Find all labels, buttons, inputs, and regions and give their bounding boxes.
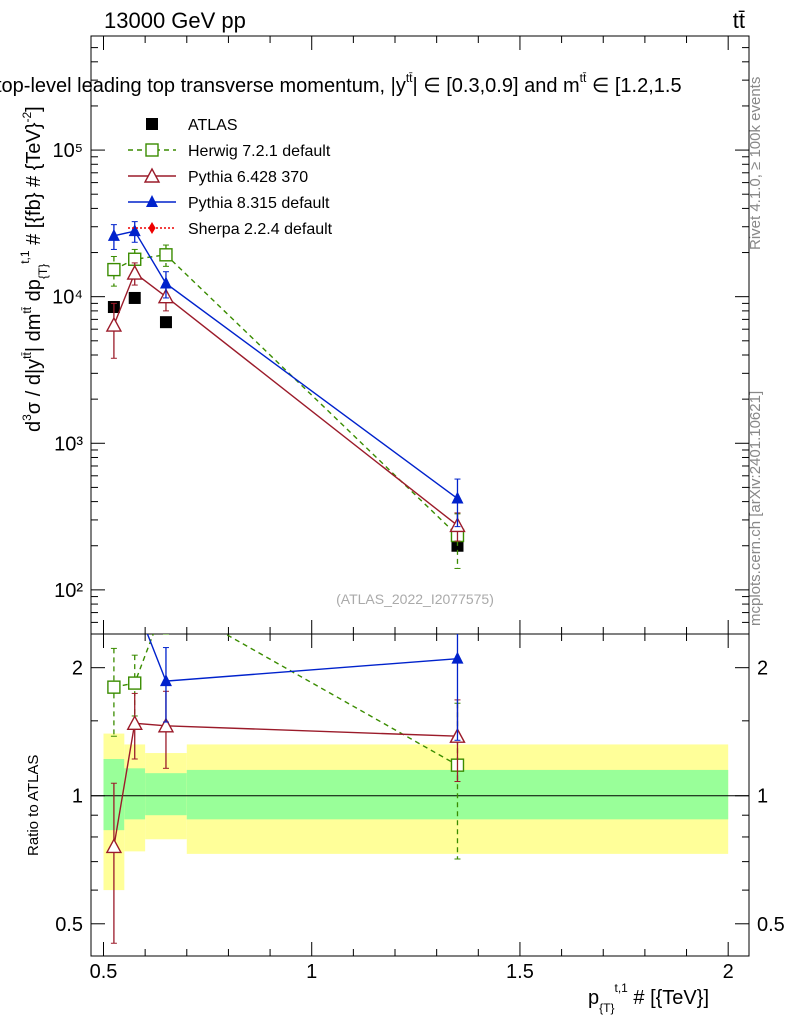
- ratio-band-inner: [145, 773, 187, 816]
- ratio-band-inner: [124, 768, 146, 820]
- herwig-point: [107, 262, 121, 277]
- legend-marker-sherpa: [148, 222, 156, 234]
- energy-label: 13000 GeV pp: [104, 8, 246, 33]
- ratio-uncertainty-bands: [91, 733, 749, 891]
- ratio-y-axis-title: Ratio to ATLAS: [25, 755, 42, 856]
- main-y-tick-label: 10⁵: [52, 140, 83, 162]
- pythia6-point: [126, 714, 143, 731]
- x-tick-label: 1: [306, 961, 317, 983]
- herwig-point: [107, 680, 121, 694]
- herwig-point: [160, 594, 172, 606]
- legend-label-pythia8: Pythia 8.315 default: [188, 195, 330, 212]
- legend-label-pythia6: Pythia 6.428 370: [188, 169, 308, 186]
- svg-text:d3σ / d|ytt̄| dmtt̄ dp{T}t,1 #: d3σ / d|ytt̄| dmtt̄ dp{T}t,1 # [{fb} # {…: [18, 106, 50, 432]
- pythia6-point: [105, 837, 123, 854]
- pythia6-point: [126, 264, 143, 280]
- x-tick-label: 2: [723, 961, 734, 983]
- rivet-label: Rivet 4.1.0, ≥ 100k events: [747, 77, 764, 250]
- pythia8-line: [146, 634, 458, 682]
- ratio-y-tick-label-right: 0.5: [757, 914, 785, 936]
- analysis-watermark: (ATLAS_2022_I2077575): [336, 591, 494, 607]
- ratio-panel-frame: [90, 633, 750, 957]
- herwig-point: [159, 248, 173, 262]
- pythia8-point: [451, 491, 464, 504]
- pythia8-line: [113, 230, 458, 500]
- ratio-data-layer: [105, 582, 466, 944]
- legend-marker-atlas: [146, 118, 158, 130]
- main-y-axis-title: d3σ / d|ytt̄| dmtt̄ dp{T}t,1 # [{fb} # {…: [18, 106, 50, 432]
- plot-title-part3: ∈ [1.2,1.5: [586, 75, 681, 97]
- main-y-tick-label: 10²: [54, 580, 83, 602]
- pythia8-point: [159, 276, 172, 289]
- main-y-tick-label: 10⁴: [52, 287, 83, 309]
- pythia8-point: [129, 595, 141, 607]
- mcplots-label: mcplots.cern.ch [arXiv:2401.10621]: [747, 391, 764, 626]
- ratio-y-tick-label: 2: [72, 658, 83, 680]
- ratio-y-tick-label: 1: [72, 786, 83, 808]
- plot-title-sup2: tt̄: [580, 71, 587, 85]
- legend-marker-pythia6: [143, 167, 161, 183]
- ratio-y-tick-label-right: 2: [757, 658, 768, 680]
- axis-ticks: 10² 10³ 10⁴ 10⁵ 0.5 1 1.5 2 0.5 0.5 1 1 2 2: [52, 35, 785, 983]
- x-tick-label: 1.5: [506, 961, 534, 983]
- svg-text:top-level leading top transver: top-level leading top transverse momentu…: [0, 71, 682, 97]
- process-label: tt̄: [733, 8, 745, 33]
- plot-title-sup1: tt̄: [406, 71, 413, 85]
- legend-marker-pythia8: [146, 195, 158, 207]
- legend-label-herwig: Herwig 7.2.1 default: [188, 143, 331, 160]
- atlas-point: [159, 316, 172, 329]
- x-axis-title: p{T}t,1 # [{TeV}]: [588, 981, 709, 1015]
- pythia6-point: [157, 717, 175, 733]
- legend: ATLAS Herwig 7.2.1 default Pythia 6.428 37…: [128, 117, 333, 238]
- plot-title-part1: top-level leading top transverse momentu…: [0, 75, 406, 97]
- main-y-tick-label: 10³: [54, 433, 83, 455]
- x-tick-label: 0.5: [90, 961, 118, 983]
- atlas-point: [128, 291, 141, 304]
- ratio-y-tick-label: 0.5: [55, 914, 83, 936]
- main-data-layer: [105, 221, 466, 569]
- herwig-point: [128, 676, 142, 690]
- pythia8-point: [451, 651, 464, 664]
- pythia8-point: [108, 582, 120, 594]
- pythia8-point: [128, 224, 141, 237]
- plot-title-part2: | ∈ [0.3,0.9] and m: [413, 75, 580, 97]
- pythia6-line: [113, 271, 458, 527]
- legend-label-sherpa: Sherpa 2.2.4 default: [188, 221, 333, 238]
- svg-text:p{T}t,1 # [{TeV}]: p{T}t,1 # [{TeV}]: [588, 981, 709, 1015]
- pythia6-point: [105, 316, 123, 332]
- legend-label-atlas: ATLAS: [188, 117, 238, 134]
- plot-title: top-level leading top transverse momentu…: [0, 71, 682, 97]
- legend-marker-herwig: [145, 143, 159, 157]
- ratio-y-tick-label-right: 1: [757, 786, 768, 808]
- pythia8-point: [159, 674, 172, 687]
- pythia6-line: [113, 722, 458, 847]
- pythia8-point: [107, 228, 120, 241]
